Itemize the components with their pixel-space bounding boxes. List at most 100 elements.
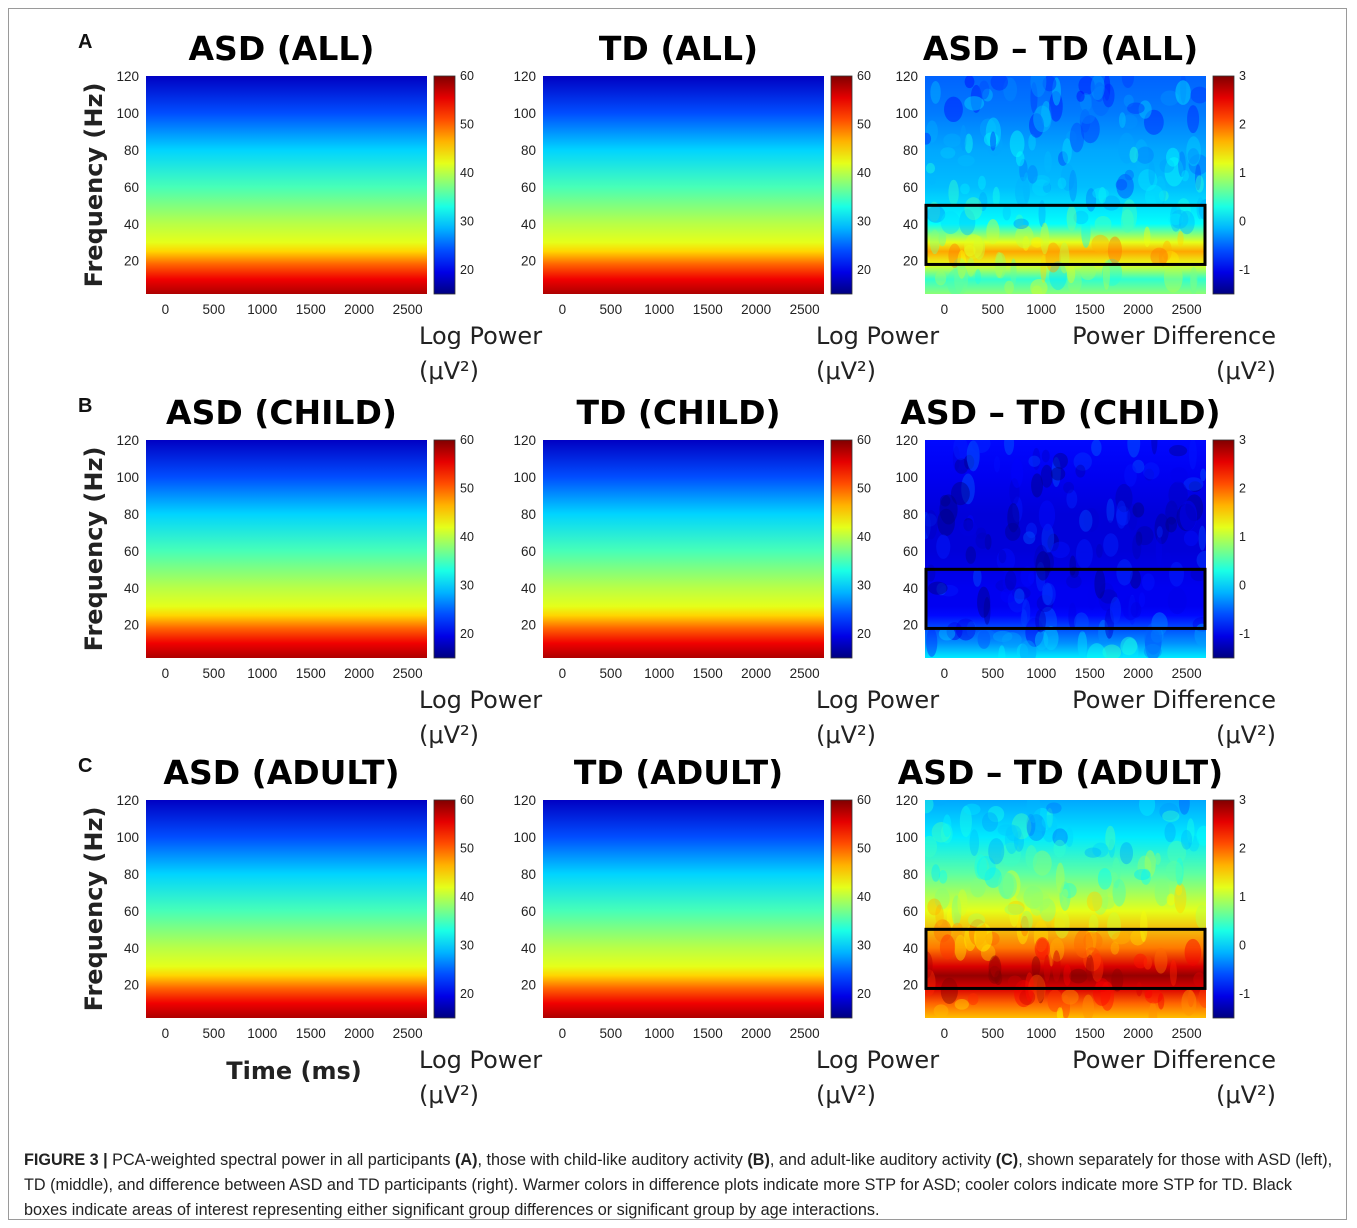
x-tick-label: 2000 <box>741 1026 771 1041</box>
y-tick-label: 40 <box>124 941 139 956</box>
panel-title: TD (ADULT) <box>574 753 783 792</box>
x-tick-label: 500 <box>600 666 623 681</box>
region-of-interest-box <box>924 927 1207 990</box>
colorbar-unit: (μV²) <box>419 1081 479 1109</box>
colorbar-label: Log Power <box>419 1046 542 1074</box>
y-tick-label: 80 <box>903 143 918 158</box>
x-tick-label: 0 <box>559 1026 567 1041</box>
y-tick-label: 100 <box>116 830 139 845</box>
x-tick-label: 1500 <box>1075 666 1105 681</box>
x-tick-label: 500 <box>982 666 1005 681</box>
colorbar-tick-label: 2 <box>1239 117 1246 131</box>
heatmap-texture <box>925 800 1206 1018</box>
colorbar-tick-label: 30 <box>857 578 871 592</box>
colorbar-tick-label: 20 <box>857 263 871 277</box>
caption-segment: , and adult-like auditory activity <box>769 1151 996 1169</box>
colorbar-tick-label: 2 <box>1239 841 1246 855</box>
x-tick-label: 2000 <box>1123 666 1153 681</box>
colorbar-unit: (μV²) <box>816 721 876 749</box>
y-tick-label: 100 <box>513 830 536 845</box>
x-tick-label: 2500 <box>790 1026 820 1041</box>
panel-title: ASD – TD (CHILD) <box>900 393 1220 432</box>
x-tick-label: 0 <box>162 1026 170 1041</box>
x-tick-label: 500 <box>982 1026 1005 1041</box>
colorbar-tick-label: 40 <box>857 166 871 180</box>
heatmap-panel: ASD (CHILD) 20 40 60 80 100 120 0 500 1000 1500 200… <box>116 393 542 749</box>
colorbar-tick-label: 60 <box>857 793 871 807</box>
region-of-interest-box <box>924 567 1207 630</box>
colorbar-tick-label: 60 <box>857 69 871 83</box>
x-tick-label: 1000 <box>247 666 277 681</box>
x-tick-label: 1000 <box>644 302 674 317</box>
y-tick-label: 60 <box>903 544 918 559</box>
heatmap-image <box>925 800 1206 1018</box>
heatmap-image <box>925 440 1206 658</box>
colorbar-tick-label: 20 <box>460 263 474 277</box>
caption-segment: , shown separately for those with ASD (l… <box>24 1151 1333 1219</box>
colorbar-tick-label: 50 <box>460 481 474 495</box>
y-tick-label: 80 <box>521 507 536 522</box>
colorbar-tick-label: -1 <box>1239 987 1250 1001</box>
panel-title: ASD (ALL) <box>189 29 375 68</box>
y-tick-label: 60 <box>124 904 139 919</box>
heatmap-image <box>543 76 824 294</box>
x-tick-label: 2000 <box>741 302 771 317</box>
colorbar-tick-label: 50 <box>460 841 474 855</box>
y-tick-label: 100 <box>116 106 139 121</box>
heatmap-image <box>925 76 1206 294</box>
x-tick-label: 2500 <box>393 666 423 681</box>
y-tick-label: 100 <box>895 106 918 121</box>
y-tick-label: 20 <box>521 618 536 633</box>
caption-segment: (A) <box>454 1151 478 1169</box>
colorbar-tick-label: 20 <box>857 627 871 641</box>
y-tick-label: 40 <box>903 581 918 596</box>
heatmap-image <box>146 800 427 1018</box>
panel-letter: C <box>78 755 92 777</box>
x-tick-label: 500 <box>203 1026 226 1041</box>
y-tick-label: 80 <box>903 867 918 882</box>
colorbar <box>1212 439 1235 659</box>
x-tick-label: 2000 <box>344 302 374 317</box>
colorbar-unit: (μV²) <box>816 357 876 385</box>
x-tick-label: 0 <box>559 302 567 317</box>
colorbar-tick-label: 50 <box>857 481 871 495</box>
colorbar <box>433 799 456 1019</box>
x-tick-label: 0 <box>941 302 949 317</box>
y-tick-label: 40 <box>124 217 139 232</box>
x-tick-label: 2000 <box>344 1026 374 1041</box>
figure-caption: FIGURE 3 | PCA-weighted spectral power i… <box>24 1148 1334 1223</box>
y-tick-label: 100 <box>895 830 918 845</box>
x-tick-label: 2000 <box>344 666 374 681</box>
y-tick-label: 80 <box>124 867 139 882</box>
panel-letter: B <box>78 395 92 417</box>
panel-title: TD (CHILD) <box>576 393 780 432</box>
colorbar-unit: (μV²) <box>816 1081 876 1109</box>
colorbar-tick-label: 30 <box>857 214 871 228</box>
heatmap-image <box>543 440 824 658</box>
x-tick-label: 500 <box>982 302 1005 317</box>
y-tick-label: 20 <box>903 978 918 993</box>
colorbar-tick-label: 1 <box>1239 166 1246 180</box>
panel-title: TD (ALL) <box>599 29 758 68</box>
y-tick-label: 20 <box>521 254 536 269</box>
heatmap-panel: ASD (ALL) 20 40 60 80 100 120 0 500 1000 1500 2000 2… <box>116 29 542 385</box>
y-tick-label: 60 <box>521 180 536 195</box>
colorbar-label: Log Power <box>419 686 542 714</box>
colorbar-tick-label: 50 <box>460 117 474 131</box>
x-tick-label: 2000 <box>1123 302 1153 317</box>
colorbar-label: Log Power <box>816 1046 939 1074</box>
x-tick-label: 500 <box>203 302 226 317</box>
colorbar-tick-label: 0 <box>1239 578 1246 592</box>
x-tick-label: 1000 <box>1026 1026 1056 1041</box>
x-tick-label: 1500 <box>296 1026 326 1041</box>
y-tick-label: 80 <box>124 507 139 522</box>
x-tick-label: 0 <box>162 302 170 317</box>
colorbar-tick-label: 30 <box>460 938 474 952</box>
y-tick-label: 100 <box>116 470 139 485</box>
y-tick-label: 120 <box>895 69 918 84</box>
caption-segment: (C) <box>995 1151 1019 1169</box>
y-tick-label: 40 <box>521 217 536 232</box>
heatmap-image <box>146 440 427 658</box>
